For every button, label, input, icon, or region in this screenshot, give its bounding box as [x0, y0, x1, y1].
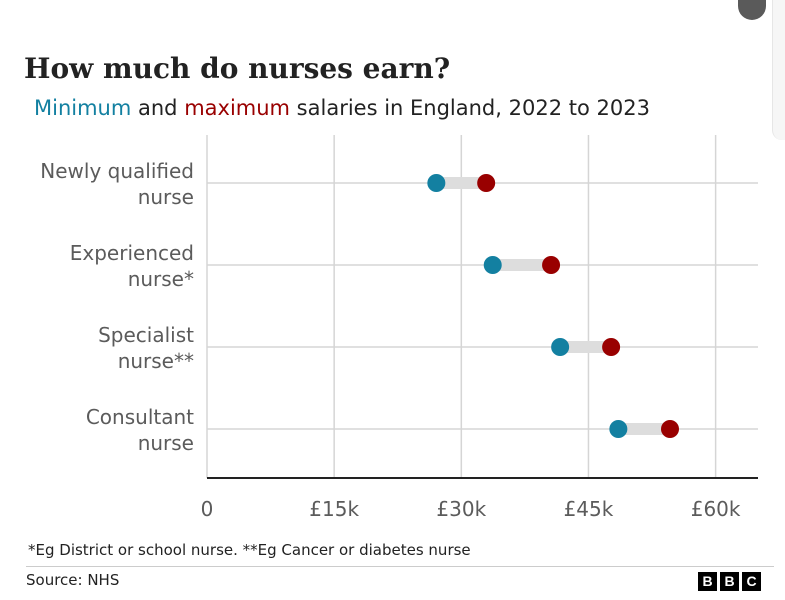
max-salary-dot	[602, 338, 621, 356]
chart-subtitle: Minimum and maximum salaries in England,…	[34, 96, 650, 120]
gridlines	[206, 135, 758, 479]
x-tick-label: 0	[201, 497, 214, 521]
chart-title: How much do nurses earn?	[24, 52, 451, 85]
category-label-line1: Newly qualified	[40, 159, 194, 183]
category-label-consultant: Consultant nurse	[2, 404, 194, 456]
max-salary-dot	[477, 174, 496, 192]
category-label-line1: Consultant	[85, 405, 194, 429]
x-tick-label: £30k	[436, 497, 486, 521]
category-label-line1: Specialist	[98, 323, 194, 347]
x-tick-label: £60k	[691, 497, 741, 521]
scrollbar-track[interactable]	[772, 0, 785, 140]
category-label-experienced: Experienced nurse*	[2, 240, 194, 292]
subtitle-rest: salaries in England, 2022 to 2023	[290, 96, 650, 120]
x-tick-label: £45k	[564, 497, 614, 521]
bbc-logo-block: B	[720, 572, 739, 591]
category-label-newly-qualified: Newly qualified nurse	[2, 158, 194, 210]
x-tick-label: £15k	[309, 497, 359, 521]
bbc-logo: B B C	[698, 572, 761, 591]
category-label-line2: nurse	[137, 431, 194, 455]
category-label-specialist: Specialist nurse**	[2, 322, 194, 374]
min-salary-dot	[609, 420, 628, 438]
min-salary-dot	[551, 338, 570, 356]
min-salary-dot	[427, 174, 446, 192]
footnote: *Eg District or school nurse. **Eg Cance…	[28, 541, 471, 559]
bbc-logo-block: C	[742, 572, 761, 591]
category-label-line2: nurse**	[117, 349, 194, 373]
source-text: Source: NHS	[26, 571, 120, 589]
row-guides	[207, 182, 758, 430]
category-label-line2: nurse*	[127, 267, 194, 291]
subtitle-minimum: Minimum	[34, 96, 132, 120]
bbc-logo-block: B	[698, 572, 717, 591]
subtitle-maximum: maximum	[184, 96, 290, 120]
category-label-line1: Experienced	[69, 241, 194, 265]
max-salary-dot	[542, 256, 561, 274]
footer-divider	[26, 566, 774, 567]
data-marks	[427, 174, 680, 438]
scrollbar-thumb[interactable]	[738, 0, 766, 20]
category-label-line2: nurse	[137, 185, 194, 209]
dumbbell-chart: 0 £15k £30k £45k £60k	[201, 135, 758, 521]
x-tick-labels: 0 £15k £30k £45k £60k	[201, 497, 741, 521]
subtitle-and: and	[131, 96, 185, 120]
max-salary-dot	[661, 420, 680, 438]
min-salary-dot	[483, 256, 502, 274]
